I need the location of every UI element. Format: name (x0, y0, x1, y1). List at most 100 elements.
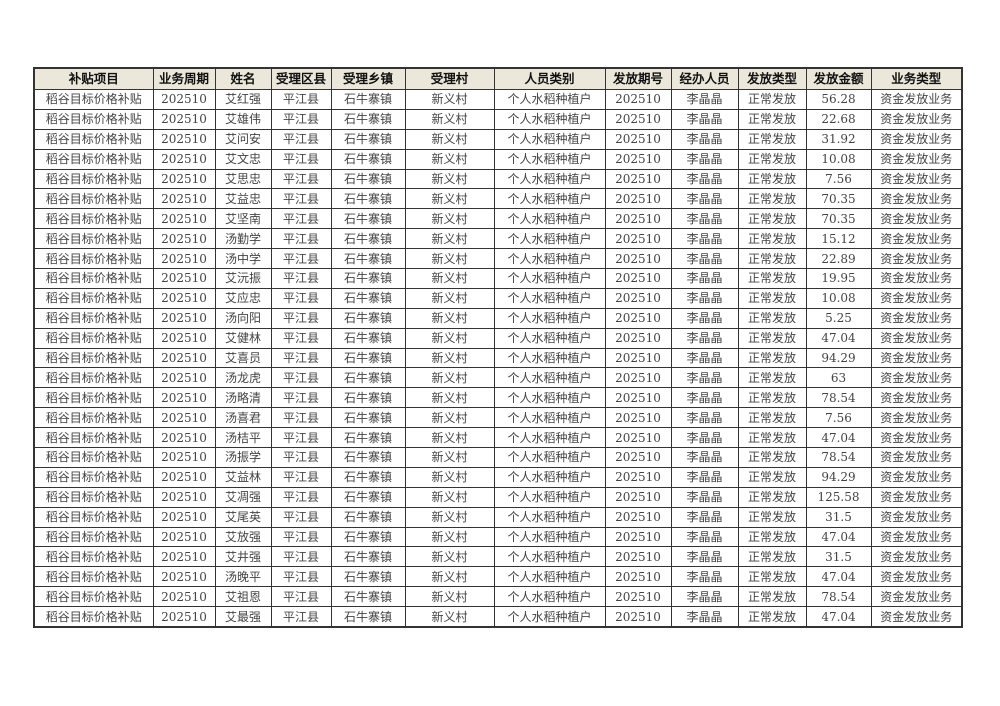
cell-town: 石牛寨镇 (330, 89, 406, 110)
cell-project: 稻谷目标价格补贴 (33, 447, 154, 468)
table-row: 稻谷目标价格补贴 202510 艾放强 平江县 石牛寨镇 新义村 个人水稻种植户 202510… (33, 526, 963, 548)
cell-name: 艾坚南 (214, 208, 272, 230)
table-row: 稻谷目标价格补贴 202510 艾坚南 平江县 石牛寨镇 新义村 个人水稻种植户 202510… (33, 208, 963, 230)
cell-name: 艾红强 (214, 89, 272, 110)
cell-village: 新义村 (404, 466, 495, 488)
table-row: 稻谷目标价格补贴 202510 汤振学 平江县 石牛寨镇 新义村 个人水稻种植户 202510… (33, 447, 963, 468)
cell-village: 新义村 (404, 347, 495, 369)
cell-issue: 202510 (604, 248, 672, 270)
cell-amount: 56.28 (805, 89, 872, 110)
cell-name: 艾祖恩 (214, 586, 272, 608)
cell-project: 稻谷目标价格补贴 (33, 566, 154, 588)
cell-operator: 李晶晶 (670, 327, 739, 349)
cell-project: 稻谷目标价格补贴 (33, 347, 154, 369)
cell-pay-type: 正常发放 (737, 208, 807, 230)
cell-town: 石牛寨镇 (330, 526, 406, 548)
cell-period: 202510 (152, 407, 216, 429)
cell-amount: 5.25 (805, 307, 872, 329)
cell-project: 稻谷目标价格补贴 (33, 466, 154, 488)
cell-county: 平江县 (270, 108, 332, 130)
header-category: 人员类别 (493, 67, 606, 90)
cell-town: 石牛寨镇 (330, 546, 406, 568)
cell-issue: 202510 (604, 427, 672, 449)
cell-pay-type: 正常发放 (737, 407, 807, 429)
cell-project: 稻谷目标价格补贴 (33, 327, 154, 349)
cell-village: 新义村 (404, 387, 495, 409)
cell-village: 新义村 (404, 168, 495, 190)
cell-period: 202510 (152, 248, 216, 270)
cell-amount: 47.04 (805, 606, 872, 628)
cell-operator: 李晶晶 (670, 148, 739, 170)
cell-town: 石牛寨镇 (330, 606, 406, 628)
cell-village: 新义村 (404, 188, 495, 210)
cell-issue: 202510 (604, 188, 672, 210)
cell-town: 石牛寨镇 (330, 466, 406, 488)
cell-county: 平江县 (270, 168, 332, 190)
cell-amount: 10.08 (805, 287, 872, 309)
cell-town: 石牛寨镇 (330, 367, 406, 389)
table-row: 稻谷目标价格补贴 202510 艾益林 平江县 石牛寨镇 新义村 个人水稻种植户 202510… (33, 466, 963, 488)
cell-operator: 李晶晶 (670, 228, 739, 250)
cell-issue: 202510 (604, 168, 672, 190)
cell-period: 202510 (152, 447, 216, 468)
cell-issue: 202510 (604, 208, 672, 230)
cell-issue: 202510 (604, 128, 672, 150)
cell-amount: 47.04 (805, 526, 872, 548)
table-row: 稻谷目标价格补贴 202510 艾健林 平江县 石牛寨镇 新义村 个人水稻种植户 202510… (33, 327, 963, 349)
cell-name: 艾喜员 (214, 347, 272, 369)
cell-issue: 202510 (604, 466, 672, 488)
cell-name: 艾凋强 (214, 486, 272, 508)
table-row: 稻谷目标价格补贴 202510 汤中学 平江县 石牛寨镇 新义村 个人水稻种植户 202510… (33, 248, 963, 270)
cell-county: 平江县 (270, 148, 332, 170)
cell-category: 个人水稻种植户 (493, 586, 606, 608)
table-row: 稻谷目标价格补贴 202510 汤略清 平江县 石牛寨镇 新义村 个人水稻种植户 202510… (33, 387, 963, 409)
table-row: 稻谷目标价格补贴 202510 汤喜君 平江县 石牛寨镇 新义村 个人水稻种植户 202510… (33, 407, 963, 429)
cell-issue: 202510 (604, 148, 672, 170)
cell-period: 202510 (152, 486, 216, 508)
cell-name: 艾尾英 (214, 506, 272, 528)
cell-town: 石牛寨镇 (330, 506, 406, 528)
cell-issue: 202510 (604, 506, 672, 528)
cell-pay-type: 正常发放 (737, 506, 807, 528)
cell-village: 新义村 (404, 108, 495, 130)
cell-category: 个人水稻种植户 (493, 287, 606, 309)
cell-biz-type: 资金发放业务 (870, 506, 963, 528)
cell-town: 石牛寨镇 (330, 307, 406, 329)
cell-issue: 202510 (604, 327, 672, 349)
cell-operator: 李晶晶 (670, 566, 739, 588)
cell-issue: 202510 (604, 546, 672, 568)
cell-period: 202510 (152, 148, 216, 170)
cell-name: 艾雄伟 (214, 108, 272, 130)
cell-village: 新义村 (404, 606, 495, 628)
cell-pay-type: 正常发放 (737, 128, 807, 150)
cell-name: 汤振学 (214, 447, 272, 468)
table-row: 稻谷目标价格补贴 202510 艾沅振 平江县 石牛寨镇 新义村 个人水稻种植户 202510… (33, 268, 963, 289)
cell-town: 石牛寨镇 (330, 208, 406, 230)
cell-project: 稻谷目标价格补贴 (33, 546, 154, 568)
cell-county: 平江县 (270, 427, 332, 449)
cell-village: 新义村 (404, 427, 495, 449)
table-row: 稻谷目标价格补贴 202510 艾井强 平江县 石牛寨镇 新义村 个人水稻种植户 202510… (33, 546, 963, 568)
cell-pay-type: 正常发放 (737, 89, 807, 110)
cell-pay-type: 正常发放 (737, 447, 807, 468)
header-row: 补贴项目 业务周期 姓名 受理区县 受理乡镇 受理村 人员类别 发放期号 经办人员 发放类型 发放金… (33, 67, 963, 90)
cell-project: 稻谷目标价格补贴 (33, 407, 154, 429)
cell-issue: 202510 (604, 407, 672, 429)
cell-amount: 70.35 (805, 208, 872, 230)
cell-operator: 李晶晶 (670, 486, 739, 508)
cell-village: 新义村 (404, 228, 495, 250)
cell-period: 202510 (152, 208, 216, 230)
cell-pay-type: 正常发放 (737, 586, 807, 608)
cell-town: 石牛寨镇 (330, 387, 406, 409)
cell-pay-type: 正常发放 (737, 546, 807, 568)
header-amount: 发放金额 (805, 67, 872, 90)
cell-operator: 李晶晶 (670, 506, 739, 528)
cell-biz-type: 资金发放业务 (870, 108, 963, 130)
cell-period: 202510 (152, 546, 216, 568)
cell-issue: 202510 (604, 347, 672, 369)
cell-village: 新义村 (404, 586, 495, 608)
cell-issue: 202510 (604, 89, 672, 110)
cell-name: 汤向阳 (214, 307, 272, 329)
cell-village: 新义村 (404, 268, 495, 289)
cell-project: 稻谷目标价格补贴 (33, 606, 154, 628)
